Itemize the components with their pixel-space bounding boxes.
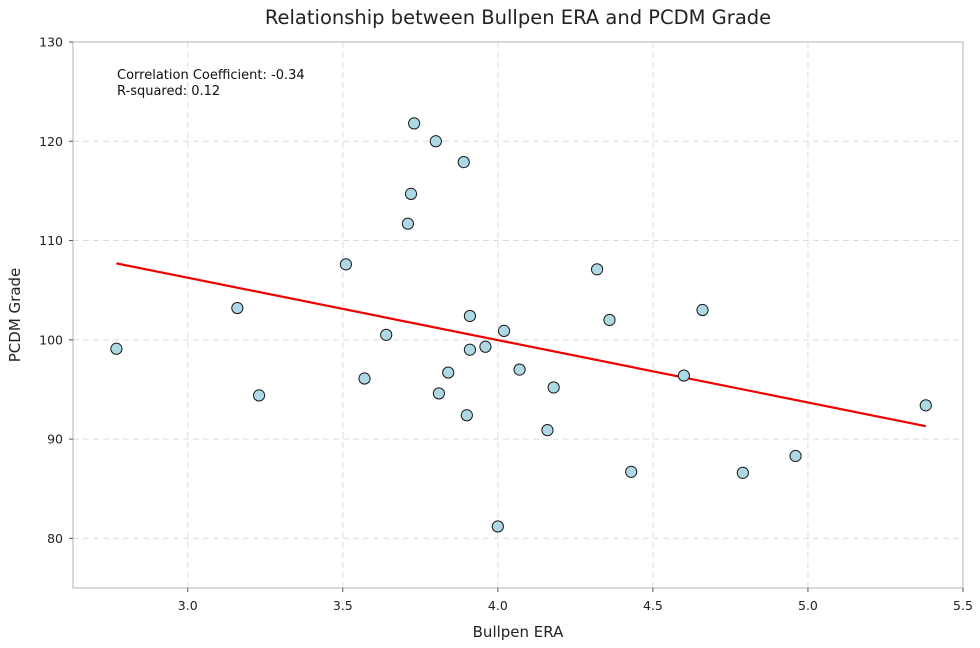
scatter-point xyxy=(380,328,393,341)
data-points xyxy=(110,117,932,533)
scatter-point xyxy=(339,258,352,271)
y-tick-label: 120 xyxy=(39,134,63,149)
scatter-point xyxy=(110,342,123,355)
scatter-point xyxy=(513,363,526,376)
trend-line-layer xyxy=(116,262,927,428)
axis-ticks: 3.0 3.5 4.0 4.5 5.0 5.5 80 90 100 110 120 130 xyxy=(39,35,973,614)
correlation-annotation: Correlation Coefficient: -0.34 xyxy=(117,68,305,83)
regression-line xyxy=(116,262,927,428)
x-tick-label: 4.0 xyxy=(488,598,508,613)
scatter-point xyxy=(789,449,802,463)
scatter-point xyxy=(625,465,638,478)
grid xyxy=(73,42,963,588)
y-tick-label: 90 xyxy=(47,432,63,447)
y-tick-label: 110 xyxy=(39,233,63,248)
scatter-point xyxy=(429,135,442,148)
scatter-point xyxy=(590,263,604,276)
scatter-point xyxy=(442,366,455,379)
scatter-point xyxy=(231,301,244,315)
y-tick-label: 100 xyxy=(39,332,63,347)
scatter-point xyxy=(252,389,266,402)
scatter-point xyxy=(491,520,504,533)
x-axis-label: Bullpen ERA xyxy=(473,623,564,641)
scatter-point xyxy=(404,187,418,200)
scatter-point xyxy=(457,156,470,169)
y-axis-label: PCDM Grade xyxy=(6,268,24,363)
x-tick-label: 3.0 xyxy=(178,598,198,613)
scatter-point xyxy=(460,409,473,422)
scatter-point xyxy=(479,340,492,353)
chart-title: Relationship between Bullpen ERA and PCD… xyxy=(265,6,771,29)
scatter-point xyxy=(408,117,421,130)
scatter-point xyxy=(497,324,511,337)
scatter-point xyxy=(736,466,749,479)
scatter-point xyxy=(463,343,477,356)
y-tick-label: 80 xyxy=(47,531,63,546)
scatter-point xyxy=(677,369,691,382)
y-tick-label: 130 xyxy=(39,35,63,50)
scatter-point xyxy=(401,217,415,230)
scatter-point xyxy=(919,399,932,412)
scatter-point xyxy=(547,381,560,394)
scatter-point xyxy=(541,424,554,437)
scatter-point xyxy=(463,309,477,323)
x-tick-label: 4.5 xyxy=(643,598,663,613)
r-squared-annotation: R-squared: 0.12 xyxy=(117,84,220,99)
scatter-point xyxy=(358,372,371,385)
x-tick-label: 3.5 xyxy=(333,598,353,613)
scatter-point xyxy=(696,303,709,317)
x-tick-label: 5.5 xyxy=(953,598,973,613)
scatter-point xyxy=(603,313,616,327)
x-tick-label: 5.0 xyxy=(798,598,818,613)
scatter-point xyxy=(432,387,446,400)
plot-frame xyxy=(72,41,964,589)
